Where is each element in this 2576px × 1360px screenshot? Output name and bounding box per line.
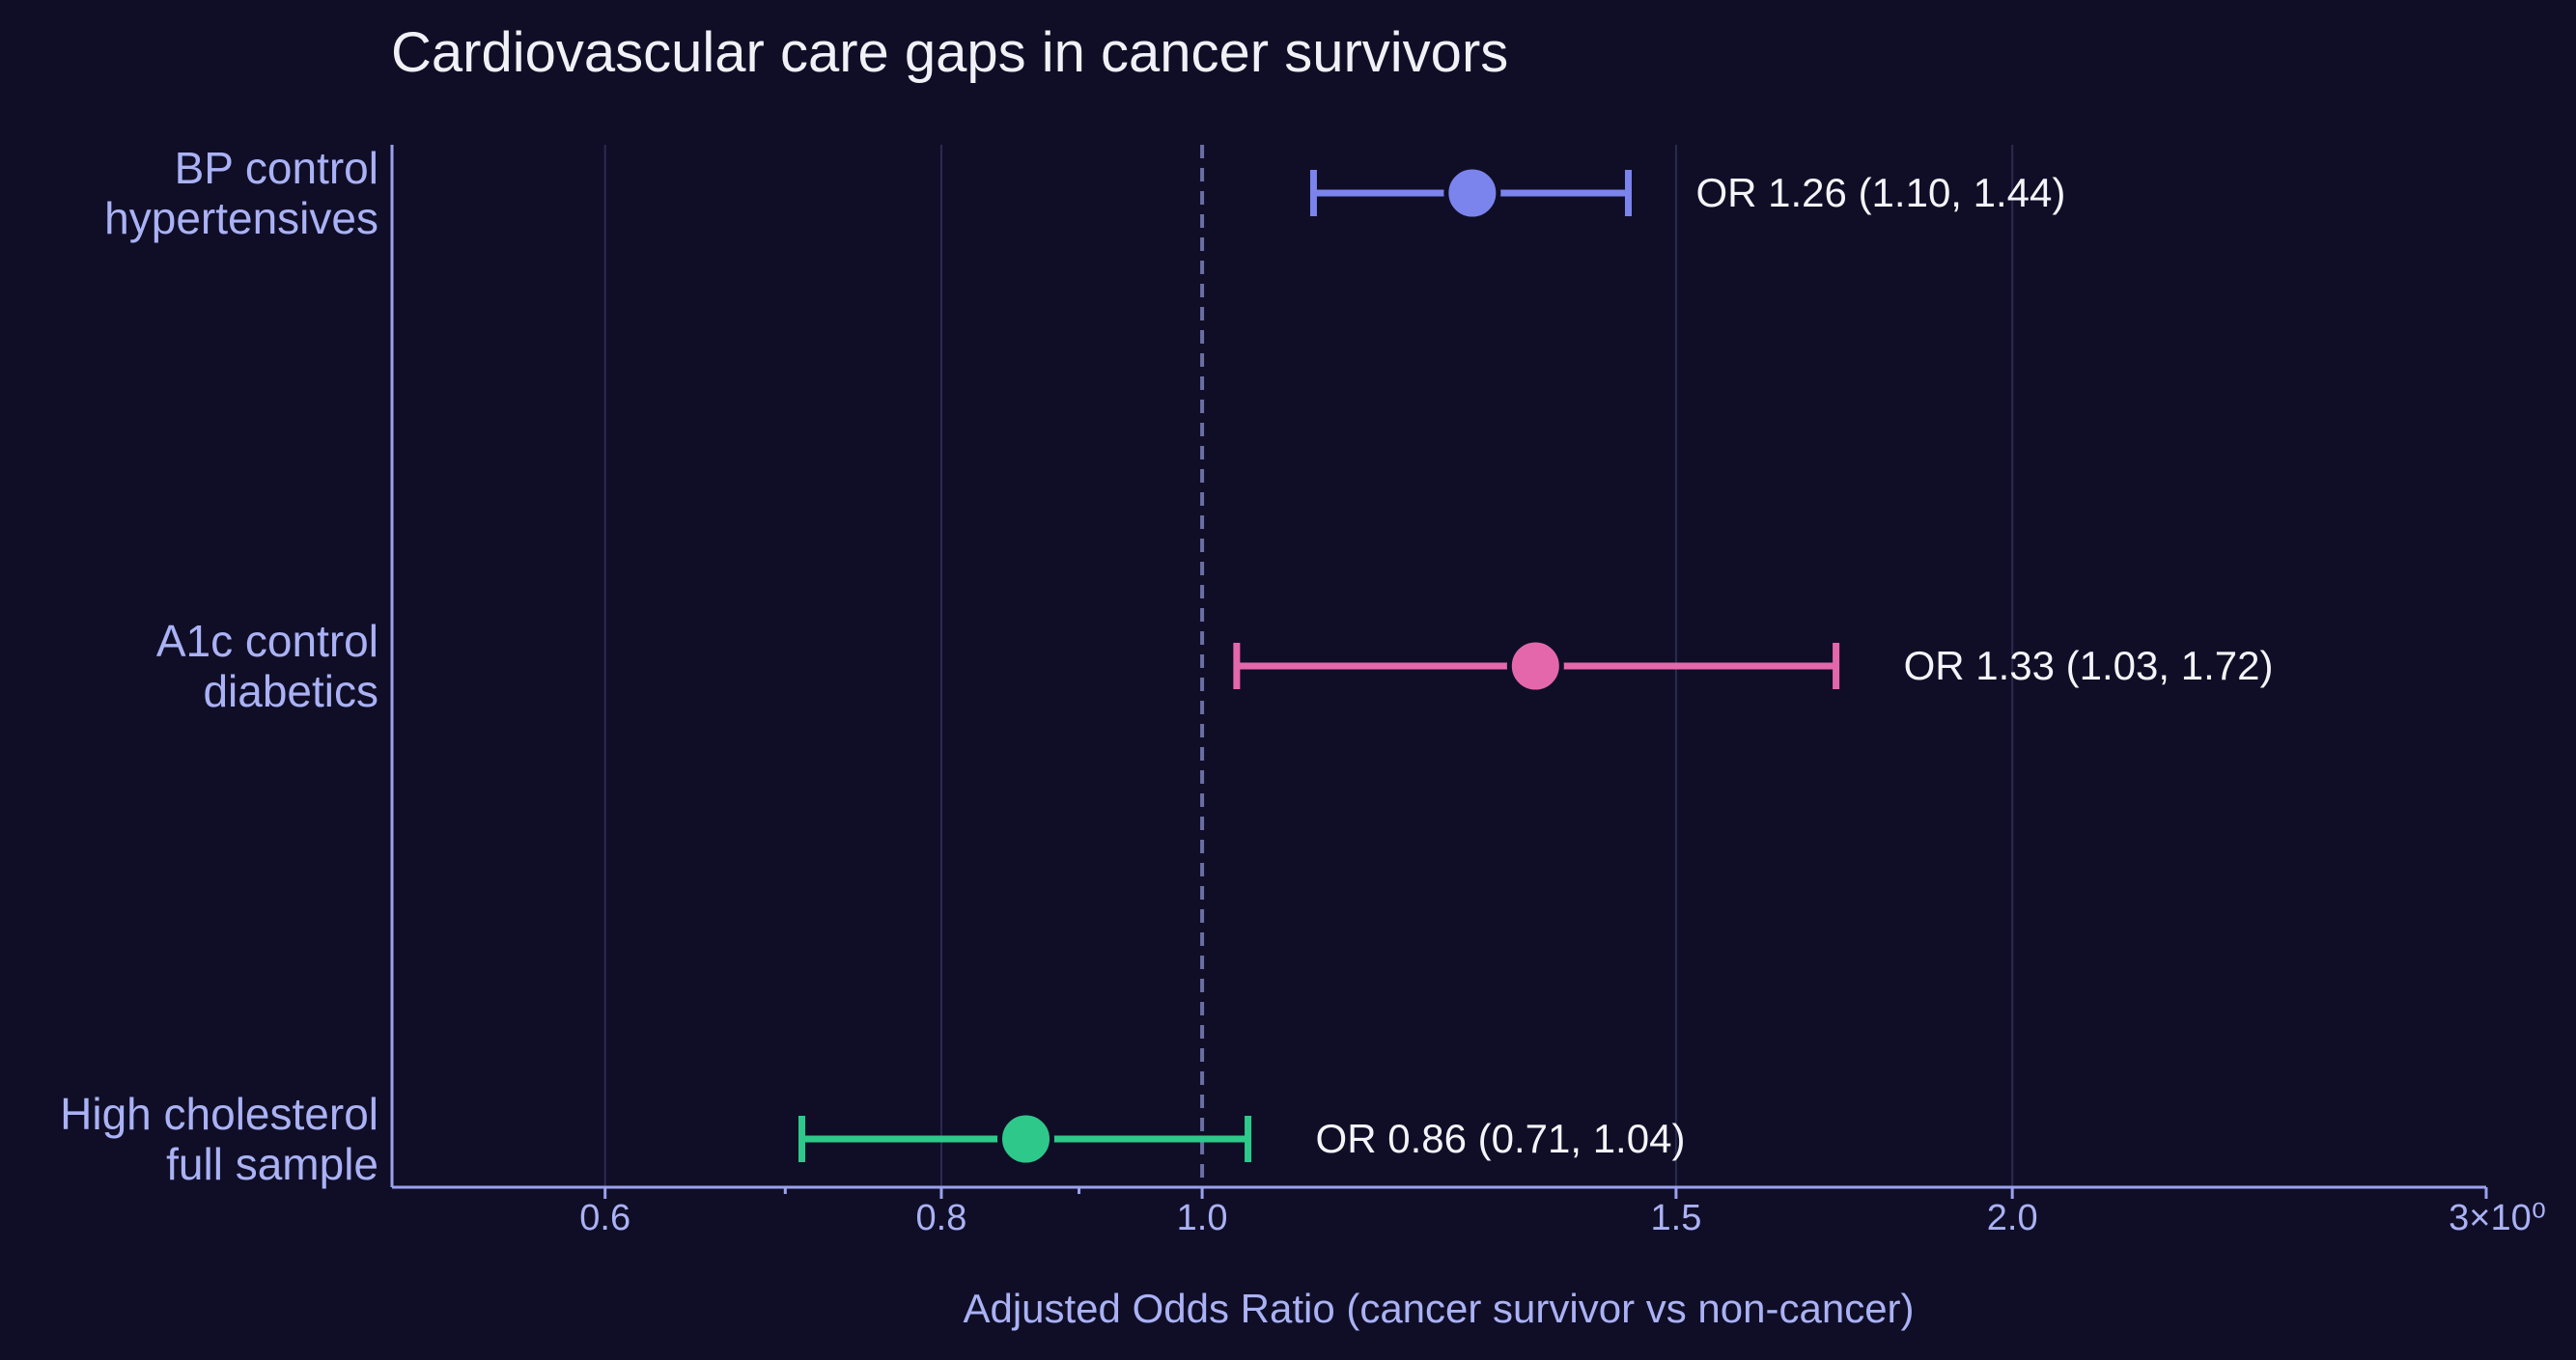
- estimate-point: [1506, 637, 1564, 695]
- category-label: High cholesterol: [60, 1089, 378, 1139]
- estimate-label: OR 0.86 (0.71, 1.04): [1316, 1116, 1686, 1161]
- x-tick-label: 1.5: [1651, 1198, 1702, 1238]
- x-tick-label: 2.0: [1987, 1198, 2038, 1238]
- estimate-point: [1443, 164, 1501, 222]
- x-axis-label: Adjusted Odds Ratio (cancer survivor vs …: [963, 1286, 1914, 1331]
- category-label: full sample: [166, 1139, 378, 1189]
- x-tick-label: 0.6: [579, 1198, 630, 1238]
- x-ticks: 0.6 0.8 1.0 1.5 2.0 3×10⁰: [579, 1187, 2546, 1238]
- estimate-label: OR 1.26 (1.10, 1.44): [1695, 170, 2065, 215]
- category-label: hypertensives: [104, 193, 378, 243]
- x-tick-label: 0.8: [916, 1198, 967, 1238]
- category-label: BP control: [175, 143, 378, 193]
- category-label: A1c control: [156, 616, 378, 666]
- x-tick-label: 1.0: [1177, 1198, 1228, 1238]
- estimate-label: OR 1.33 (1.03, 1.72): [1904, 643, 2274, 688]
- category-label: diabetics: [203, 666, 378, 716]
- estimate-point: [997, 1110, 1055, 1168]
- x-tick-label: 3×10⁰: [2449, 1198, 2546, 1238]
- estimates: OR 1.26 (1.10, 1.44) OR 1.33 (1.03, 1.72)…: [798, 164, 2274, 1168]
- chart-title: Cardiovascular care gaps in cancer survi…: [391, 21, 1508, 84]
